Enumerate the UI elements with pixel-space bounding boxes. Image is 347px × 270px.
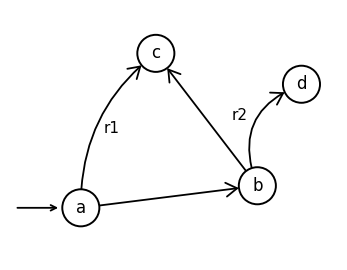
FancyArrowPatch shape bbox=[168, 70, 246, 171]
Text: c: c bbox=[151, 44, 160, 62]
FancyArrowPatch shape bbox=[99, 183, 237, 205]
Text: r1: r1 bbox=[104, 121, 120, 136]
FancyArrowPatch shape bbox=[81, 66, 140, 189]
Circle shape bbox=[62, 189, 99, 226]
Circle shape bbox=[283, 66, 320, 103]
Text: r2: r2 bbox=[232, 108, 248, 123]
Text: b: b bbox=[252, 177, 263, 195]
Text: a: a bbox=[76, 199, 86, 217]
Text: d: d bbox=[296, 75, 307, 93]
FancyArrowPatch shape bbox=[249, 93, 283, 168]
Circle shape bbox=[137, 35, 175, 72]
Circle shape bbox=[239, 167, 276, 204]
